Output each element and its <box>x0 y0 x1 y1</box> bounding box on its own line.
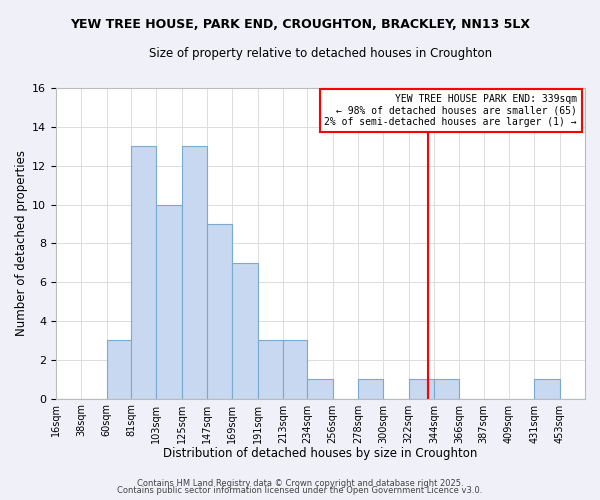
Bar <box>257 340 283 398</box>
Bar <box>156 204 182 398</box>
Title: Size of property relative to detached houses in Croughton: Size of property relative to detached ho… <box>149 48 492 60</box>
Bar <box>207 224 232 398</box>
Bar <box>283 340 307 398</box>
Bar <box>307 379 332 398</box>
Bar <box>534 379 560 398</box>
Text: YEW TREE HOUSE PARK END: 339sqm
← 98% of detached houses are smaller (65)
2% of : YEW TREE HOUSE PARK END: 339sqm ← 98% of… <box>325 94 577 128</box>
Text: YEW TREE HOUSE, PARK END, CROUGHTON, BRACKLEY, NN13 5LX: YEW TREE HOUSE, PARK END, CROUGHTON, BRA… <box>70 18 530 30</box>
Bar <box>182 146 207 398</box>
X-axis label: Distribution of detached houses by size in Croughton: Distribution of detached houses by size … <box>163 447 478 460</box>
Bar <box>232 262 257 398</box>
Y-axis label: Number of detached properties: Number of detached properties <box>15 150 28 336</box>
Bar <box>358 379 383 398</box>
Bar <box>434 379 460 398</box>
Bar <box>409 379 434 398</box>
Bar <box>107 340 131 398</box>
Text: Contains HM Land Registry data © Crown copyright and database right 2025.: Contains HM Land Registry data © Crown c… <box>137 478 463 488</box>
Text: Contains public sector information licensed under the Open Government Licence v3: Contains public sector information licen… <box>118 486 482 495</box>
Bar <box>131 146 156 398</box>
